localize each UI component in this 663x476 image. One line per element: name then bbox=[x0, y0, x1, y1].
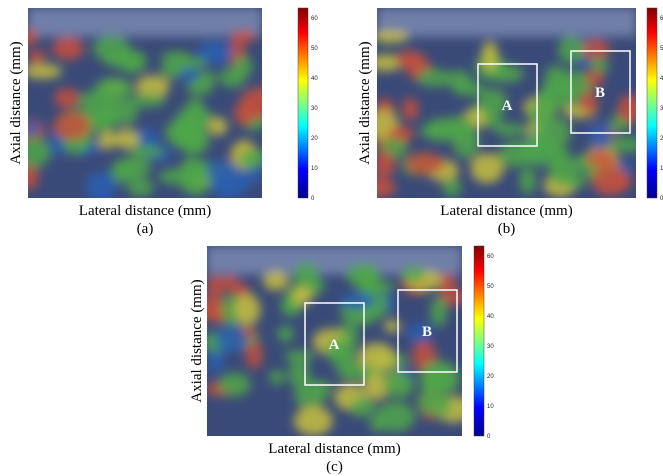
blob bbox=[53, 112, 91, 140]
top-band bbox=[377, 8, 636, 37]
blob bbox=[341, 293, 374, 309]
y-label: Axial distance (mm) bbox=[357, 41, 373, 164]
blob bbox=[216, 325, 248, 353]
blob bbox=[452, 127, 479, 159]
blob bbox=[430, 297, 447, 327]
blob bbox=[98, 131, 117, 149]
blob bbox=[405, 152, 445, 175]
blob bbox=[208, 117, 227, 136]
blob bbox=[238, 149, 268, 168]
blob bbox=[183, 142, 201, 155]
blob bbox=[536, 89, 553, 107]
blob bbox=[23, 64, 62, 79]
blob bbox=[420, 126, 447, 138]
x-label: Lateral distance (mm) bbox=[440, 203, 572, 219]
colorbar-tick: 0 bbox=[487, 434, 491, 440]
colorbar-tick: 20 bbox=[311, 136, 318, 142]
blob bbox=[27, 50, 46, 64]
colorbar-tick: 0 bbox=[311, 196, 315, 202]
blob bbox=[364, 177, 395, 198]
colorbar bbox=[647, 8, 657, 198]
colorbar-tick: 50 bbox=[487, 284, 494, 290]
blob bbox=[85, 172, 116, 201]
x-label: Lateral distance (mm) bbox=[268, 441, 400, 457]
blob bbox=[52, 37, 84, 60]
blob bbox=[401, 267, 427, 283]
blob bbox=[240, 87, 279, 119]
colorbar bbox=[298, 8, 308, 198]
region-label: B bbox=[595, 85, 605, 101]
blob bbox=[482, 41, 498, 71]
top-band bbox=[28, 8, 262, 37]
heatmap bbox=[11, 8, 278, 201]
blob bbox=[402, 98, 418, 121]
colorbar-tick: 30 bbox=[311, 106, 318, 112]
region-label: B bbox=[422, 324, 432, 340]
blob bbox=[94, 78, 132, 100]
blob bbox=[108, 99, 138, 125]
caption: (a) bbox=[137, 221, 154, 237]
colorbar-tick: 10 bbox=[487, 404, 494, 410]
blob bbox=[206, 275, 223, 299]
blob bbox=[176, 106, 213, 129]
blob bbox=[519, 168, 536, 195]
blob bbox=[310, 381, 332, 395]
colorbar-tick: 40 bbox=[311, 76, 318, 82]
blob bbox=[93, 35, 130, 61]
colorbar-tick: 60 bbox=[487, 254, 494, 260]
blob bbox=[369, 415, 385, 431]
blob bbox=[180, 168, 210, 196]
blob bbox=[349, 398, 376, 417]
y-label: Axial distance (mm) bbox=[189, 279, 205, 402]
blob bbox=[372, 30, 409, 43]
blob bbox=[114, 129, 140, 149]
blob bbox=[417, 69, 451, 87]
blob bbox=[617, 95, 646, 124]
blob bbox=[160, 62, 182, 78]
blob bbox=[54, 88, 79, 108]
blob bbox=[585, 70, 604, 86]
blob bbox=[357, 264, 378, 295]
blob bbox=[284, 350, 313, 362]
blob bbox=[219, 68, 245, 88]
region-label: A bbox=[329, 337, 340, 353]
blob bbox=[187, 79, 213, 95]
colorbar-tick: 60 bbox=[311, 16, 318, 22]
blob bbox=[396, 50, 423, 70]
blob bbox=[130, 145, 164, 158]
colorbar-tick: 40 bbox=[487, 314, 494, 320]
blob bbox=[278, 326, 294, 342]
blob bbox=[294, 406, 333, 436]
caption: (b) bbox=[498, 221, 516, 237]
colorbar-tick: 50 bbox=[311, 46, 318, 52]
blob bbox=[373, 152, 395, 177]
region-label: A bbox=[502, 98, 513, 114]
blob bbox=[218, 373, 250, 397]
blob bbox=[422, 361, 454, 380]
caption: (c) bbox=[326, 459, 343, 475]
blob bbox=[263, 271, 289, 290]
blob bbox=[547, 157, 579, 186]
blob bbox=[592, 164, 628, 196]
blob bbox=[484, 113, 502, 128]
blob bbox=[387, 126, 414, 140]
colorbar-tick: 10 bbox=[311, 166, 318, 172]
blob bbox=[235, 294, 261, 326]
blob bbox=[269, 370, 285, 384]
blob bbox=[231, 30, 257, 42]
x-label: Lateral distance (mm) bbox=[79, 203, 211, 219]
colorbar-tick: 30 bbox=[487, 344, 494, 350]
figure: 0 10 20 30 40 50 60 Lateral distance (mm) (a) Axi… bbox=[0, 0, 663, 476]
colorbar bbox=[474, 246, 484, 436]
colorbar-tick: 20 bbox=[487, 374, 494, 380]
blob bbox=[128, 178, 154, 196]
blob bbox=[428, 392, 452, 418]
blob bbox=[589, 122, 612, 149]
blob bbox=[246, 341, 263, 368]
blob bbox=[443, 179, 461, 197]
y-label: Axial distance (mm) bbox=[8, 41, 24, 164]
blob bbox=[383, 372, 414, 398]
